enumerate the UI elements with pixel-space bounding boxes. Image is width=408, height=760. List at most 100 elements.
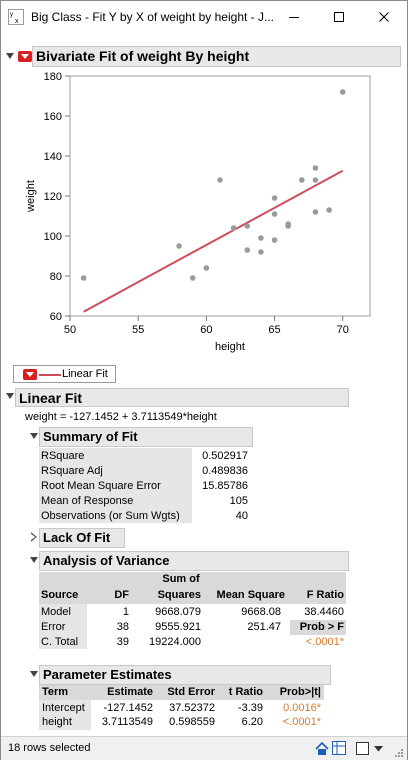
- data-point[interactable]: [244, 247, 251, 253]
- linear-fit-line[interactable]: [83, 169, 344, 313]
- anova-col-f: F Ratio: [306, 589, 344, 601]
- disclosure-anova-icon[interactable]: [30, 557, 38, 563]
- data-point[interactable]: [230, 225, 237, 231]
- anova-source: Error: [41, 621, 66, 633]
- bivariate-title: Bivariate Fit of weight By height: [36, 48, 250, 64]
- linear-fit-title: Linear Fit: [19, 390, 83, 406]
- parameter-estimates-header[interactable]: Parameter Estimates: [39, 665, 331, 685]
- data-point[interactable]: [326, 207, 332, 213]
- fit-line-group: [83, 169, 344, 313]
- disclosure-parameter-icon[interactable]: [30, 671, 38, 677]
- y-tick-label: 100: [44, 231, 62, 243]
- anova-ms: 251.47: [247, 621, 281, 633]
- anova-col-source: Source: [41, 589, 79, 601]
- data-point[interactable]: [312, 165, 319, 171]
- param-col-t-ratio: t Ratio: [228, 686, 263, 698]
- data-point[interactable]: [176, 243, 182, 249]
- x-tick-label: 65: [268, 324, 280, 336]
- param-prob: 0.0016*: [283, 702, 321, 714]
- y-tick-label: 120: [44, 191, 62, 203]
- prob-f-bg: [290, 620, 346, 635]
- linear-fit-header[interactable]: Linear Fit: [15, 388, 349, 407]
- anova-title: Analysis of Variance: [43, 553, 170, 568]
- param-term: Intercept: [42, 702, 85, 714]
- data-point[interactable]: [312, 209, 319, 215]
- anova-ss: 9555.921: [155, 621, 201, 633]
- fit-line-swatch: [39, 374, 61, 376]
- svg-text:y: y: [10, 12, 13, 18]
- y-axis: 60 80 100 120 140 160 180: [44, 72, 70, 323]
- x-axis-label: height: [215, 341, 245, 353]
- linear-fit-legend[interactable]: Linear Fit: [13, 365, 116, 383]
- x-tick-label: 60: [200, 324, 212, 336]
- bivariate-header[interactable]: Bivariate Fit of weight By height: [32, 46, 401, 67]
- scatter-plot[interactable]: 60 80 100 120 140 160 180 50 55 60 65 70 height we…: [1, 72, 407, 357]
- x-tick-label: 55: [132, 324, 144, 336]
- data-point[interactable]: [271, 237, 278, 243]
- param-col-std-error: Std Error: [167, 686, 215, 698]
- close-button[interactable]: [361, 1, 406, 32]
- param-term-bg: [39, 700, 91, 730]
- anova-ss: 9668.079: [155, 606, 201, 618]
- grid-table-icon[interactable]: [332, 741, 346, 755]
- param-col-term: Term: [42, 686, 69, 698]
- data-point[interactable]: [312, 177, 319, 183]
- data-point[interactable]: [299, 177, 305, 183]
- summary-of-fit-header[interactable]: Summary of Fit: [39, 427, 253, 447]
- param-header-bg: [39, 685, 324, 700]
- summary-labels-bg: [39, 448, 192, 523]
- disclosure-lack-of-fit-icon[interactable]: [31, 532, 37, 542]
- data-point[interactable]: [80, 275, 87, 281]
- data-point[interactable]: [339, 89, 346, 95]
- data-points[interactable]: [80, 89, 346, 281]
- summary-value: 105: [229, 495, 248, 507]
- data-point[interactable]: [217, 177, 223, 183]
- data-point[interactable]: [271, 211, 278, 217]
- y-tick-label: 60: [50, 311, 62, 323]
- resize-grip-icon[interactable]: [394, 748, 404, 758]
- chevron-down-icon[interactable]: [374, 746, 383, 752]
- bivariate-red-triangle-menu-icon[interactable]: [18, 51, 32, 62]
- summary-value: 40: [235, 510, 248, 522]
- data-point[interactable]: [285, 221, 291, 227]
- data-point[interactable]: [271, 195, 278, 201]
- anova-header[interactable]: Analysis of Variance: [39, 551, 349, 571]
- anova-col-ss-line2: Squares: [157, 589, 201, 601]
- param-std-error: 37.52372: [169, 702, 215, 714]
- data-point[interactable]: [189, 275, 196, 281]
- maximize-button[interactable]: [316, 1, 361, 32]
- param-estimate: -127.1452: [103, 702, 153, 714]
- summary-label: Observations (or Sum Wgts): [41, 510, 180, 522]
- summary-label: Mean of Response: [41, 495, 134, 507]
- anova-col-df: DF: [114, 589, 129, 601]
- window-square-icon[interactable]: [356, 742, 369, 755]
- x-tick-label: 70: [337, 324, 349, 336]
- minimize-button[interactable]: [271, 1, 316, 32]
- close-icon: [378, 11, 389, 22]
- disclosure-linear-fit-icon[interactable]: [6, 393, 14, 399]
- home-icon[interactable]: [314, 741, 330, 756]
- anova-f-ratio: 38.4460: [304, 606, 344, 618]
- param-col-prob: Prob>|t|: [279, 686, 321, 698]
- parameter-estimates-title: Parameter Estimates: [43, 667, 172, 682]
- maximize-icon: [333, 11, 344, 22]
- data-point[interactable]: [258, 235, 264, 241]
- y-tick-label: 80: [50, 271, 62, 283]
- lack-of-fit-header[interactable]: Lack Of Fit: [39, 528, 125, 548]
- disclosure-summary-icon[interactable]: [30, 433, 38, 439]
- legend-label: Linear Fit: [62, 368, 108, 380]
- data-point[interactable]: [244, 223, 251, 229]
- x-axis: 50 55 60 65 70: [64, 316, 349, 336]
- summary-value: 0.502917: [202, 450, 248, 462]
- data-point[interactable]: [258, 249, 264, 255]
- disclosure-bivariate-icon[interactable]: [6, 53, 14, 59]
- data-point[interactable]: [203, 265, 210, 271]
- title-bar[interactable]: y x Big Class - Fit Y by X of weight by …: [1, 1, 407, 32]
- anova-col-ms: Mean Square: [216, 589, 285, 601]
- anova-ss: 19224.000: [149, 636, 201, 648]
- linear-fit-red-triangle-menu-icon[interactable]: [23, 369, 37, 380]
- param-term: height: [42, 716, 72, 728]
- param-col-estimate: Estimate: [107, 686, 153, 698]
- x-tick-label: 50: [64, 324, 76, 336]
